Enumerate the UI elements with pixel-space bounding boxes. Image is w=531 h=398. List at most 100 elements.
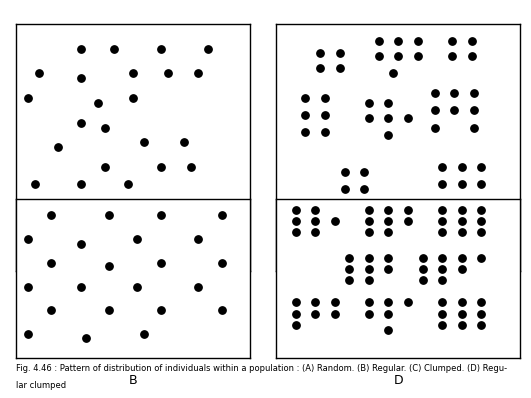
Point	[389, 70, 398, 76]
Point	[470, 90, 478, 96]
Point	[30, 235, 39, 242]
Point	[374, 53, 383, 59]
Point	[23, 95, 32, 101]
Point	[414, 53, 422, 59]
Point	[458, 255, 466, 261]
Point	[105, 307, 114, 314]
Point	[152, 213, 160, 220]
Point	[458, 266, 466, 272]
Point	[82, 334, 90, 341]
Point	[301, 112, 310, 118]
Point	[321, 112, 329, 118]
Point	[105, 212, 114, 218]
Point	[365, 207, 373, 213]
Point	[458, 207, 466, 213]
Point	[194, 283, 202, 290]
Point	[35, 70, 44, 76]
Point	[438, 207, 447, 213]
Point	[105, 263, 114, 269]
Point	[365, 310, 373, 317]
Point	[140, 139, 149, 146]
Point	[394, 53, 402, 59]
Point	[477, 218, 485, 224]
Point	[438, 218, 447, 224]
Point	[63, 243, 72, 249]
Point	[336, 50, 344, 57]
Point	[311, 299, 320, 306]
Point	[164, 70, 172, 76]
Point	[438, 310, 447, 317]
Text: Fig. 4.46 : Pattern of distribution of individuals within a population : (A) Ran: Fig. 4.46 : Pattern of distribution of i…	[16, 364, 507, 373]
Point	[47, 307, 55, 314]
Point	[292, 207, 300, 213]
Point	[477, 310, 485, 317]
Point	[431, 124, 439, 131]
Point	[117, 238, 125, 244]
Point	[384, 100, 393, 106]
Point	[311, 229, 320, 236]
Point	[340, 203, 349, 210]
Point	[438, 255, 447, 261]
Point	[311, 218, 320, 224]
Text: B: B	[129, 374, 137, 387]
Point	[194, 236, 202, 242]
Point	[458, 310, 466, 317]
Text: D: D	[393, 374, 403, 387]
Point	[77, 119, 85, 126]
Point	[292, 310, 300, 317]
Point	[438, 181, 447, 187]
Point	[470, 107, 478, 113]
Point	[321, 95, 329, 101]
Point	[384, 326, 393, 333]
Point	[384, 218, 393, 224]
Point	[438, 266, 447, 272]
Point	[384, 310, 393, 317]
Point	[374, 38, 383, 44]
Point	[311, 207, 320, 213]
Point	[418, 266, 427, 272]
Point	[194, 70, 202, 76]
Point	[330, 310, 339, 317]
Point	[100, 164, 109, 170]
Point	[365, 100, 373, 106]
Point	[365, 218, 373, 224]
Point	[438, 299, 447, 306]
Text: C: C	[394, 283, 402, 296]
Point	[203, 243, 212, 249]
Point	[217, 307, 226, 314]
Point	[458, 181, 466, 187]
Point	[438, 164, 447, 170]
Point	[187, 164, 195, 170]
Point	[448, 38, 456, 44]
Point	[133, 236, 142, 242]
Point	[292, 322, 300, 328]
Point	[180, 139, 189, 146]
Point	[301, 95, 310, 101]
Point	[438, 322, 447, 328]
Point	[321, 129, 329, 136]
Point	[477, 229, 485, 236]
Point	[394, 38, 402, 44]
Point	[458, 322, 466, 328]
Text: lar clumped: lar clumped	[16, 381, 66, 390]
Point	[365, 299, 373, 306]
Point	[133, 283, 142, 290]
Point	[316, 50, 324, 57]
Point	[30, 181, 39, 187]
Point	[360, 169, 369, 175]
Point	[431, 90, 439, 96]
Point	[316, 65, 324, 72]
Text: A: A	[129, 283, 137, 296]
Point	[140, 331, 149, 338]
Point	[292, 218, 300, 224]
Point	[157, 212, 165, 218]
Point	[365, 229, 373, 236]
Point	[23, 283, 32, 290]
Point	[30, 206, 39, 212]
Point	[384, 229, 393, 236]
Point	[458, 164, 466, 170]
Point	[157, 307, 165, 314]
Point	[404, 218, 412, 224]
Point	[47, 212, 55, 218]
Point	[458, 218, 466, 224]
